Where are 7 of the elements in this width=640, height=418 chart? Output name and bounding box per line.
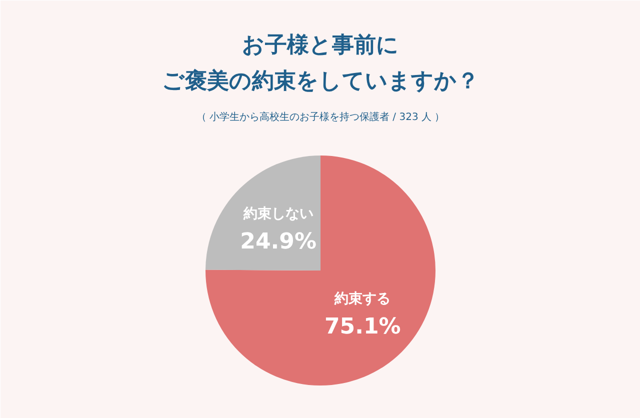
chart-title: お子様と事前に xyxy=(242,33,399,58)
slice-label: 約束しない xyxy=(242,206,314,222)
data-label: 75.1% xyxy=(324,314,401,340)
text: （ 小学生から高校生のお子様を持つ保護者 / 323 人 ） xyxy=(196,111,445,123)
slice-label: 約束する xyxy=(334,290,391,307)
data-label: 24.9% xyxy=(240,230,317,255)
chart-subtitle: ご褒美の約束をしていますか？ xyxy=(162,68,479,94)
